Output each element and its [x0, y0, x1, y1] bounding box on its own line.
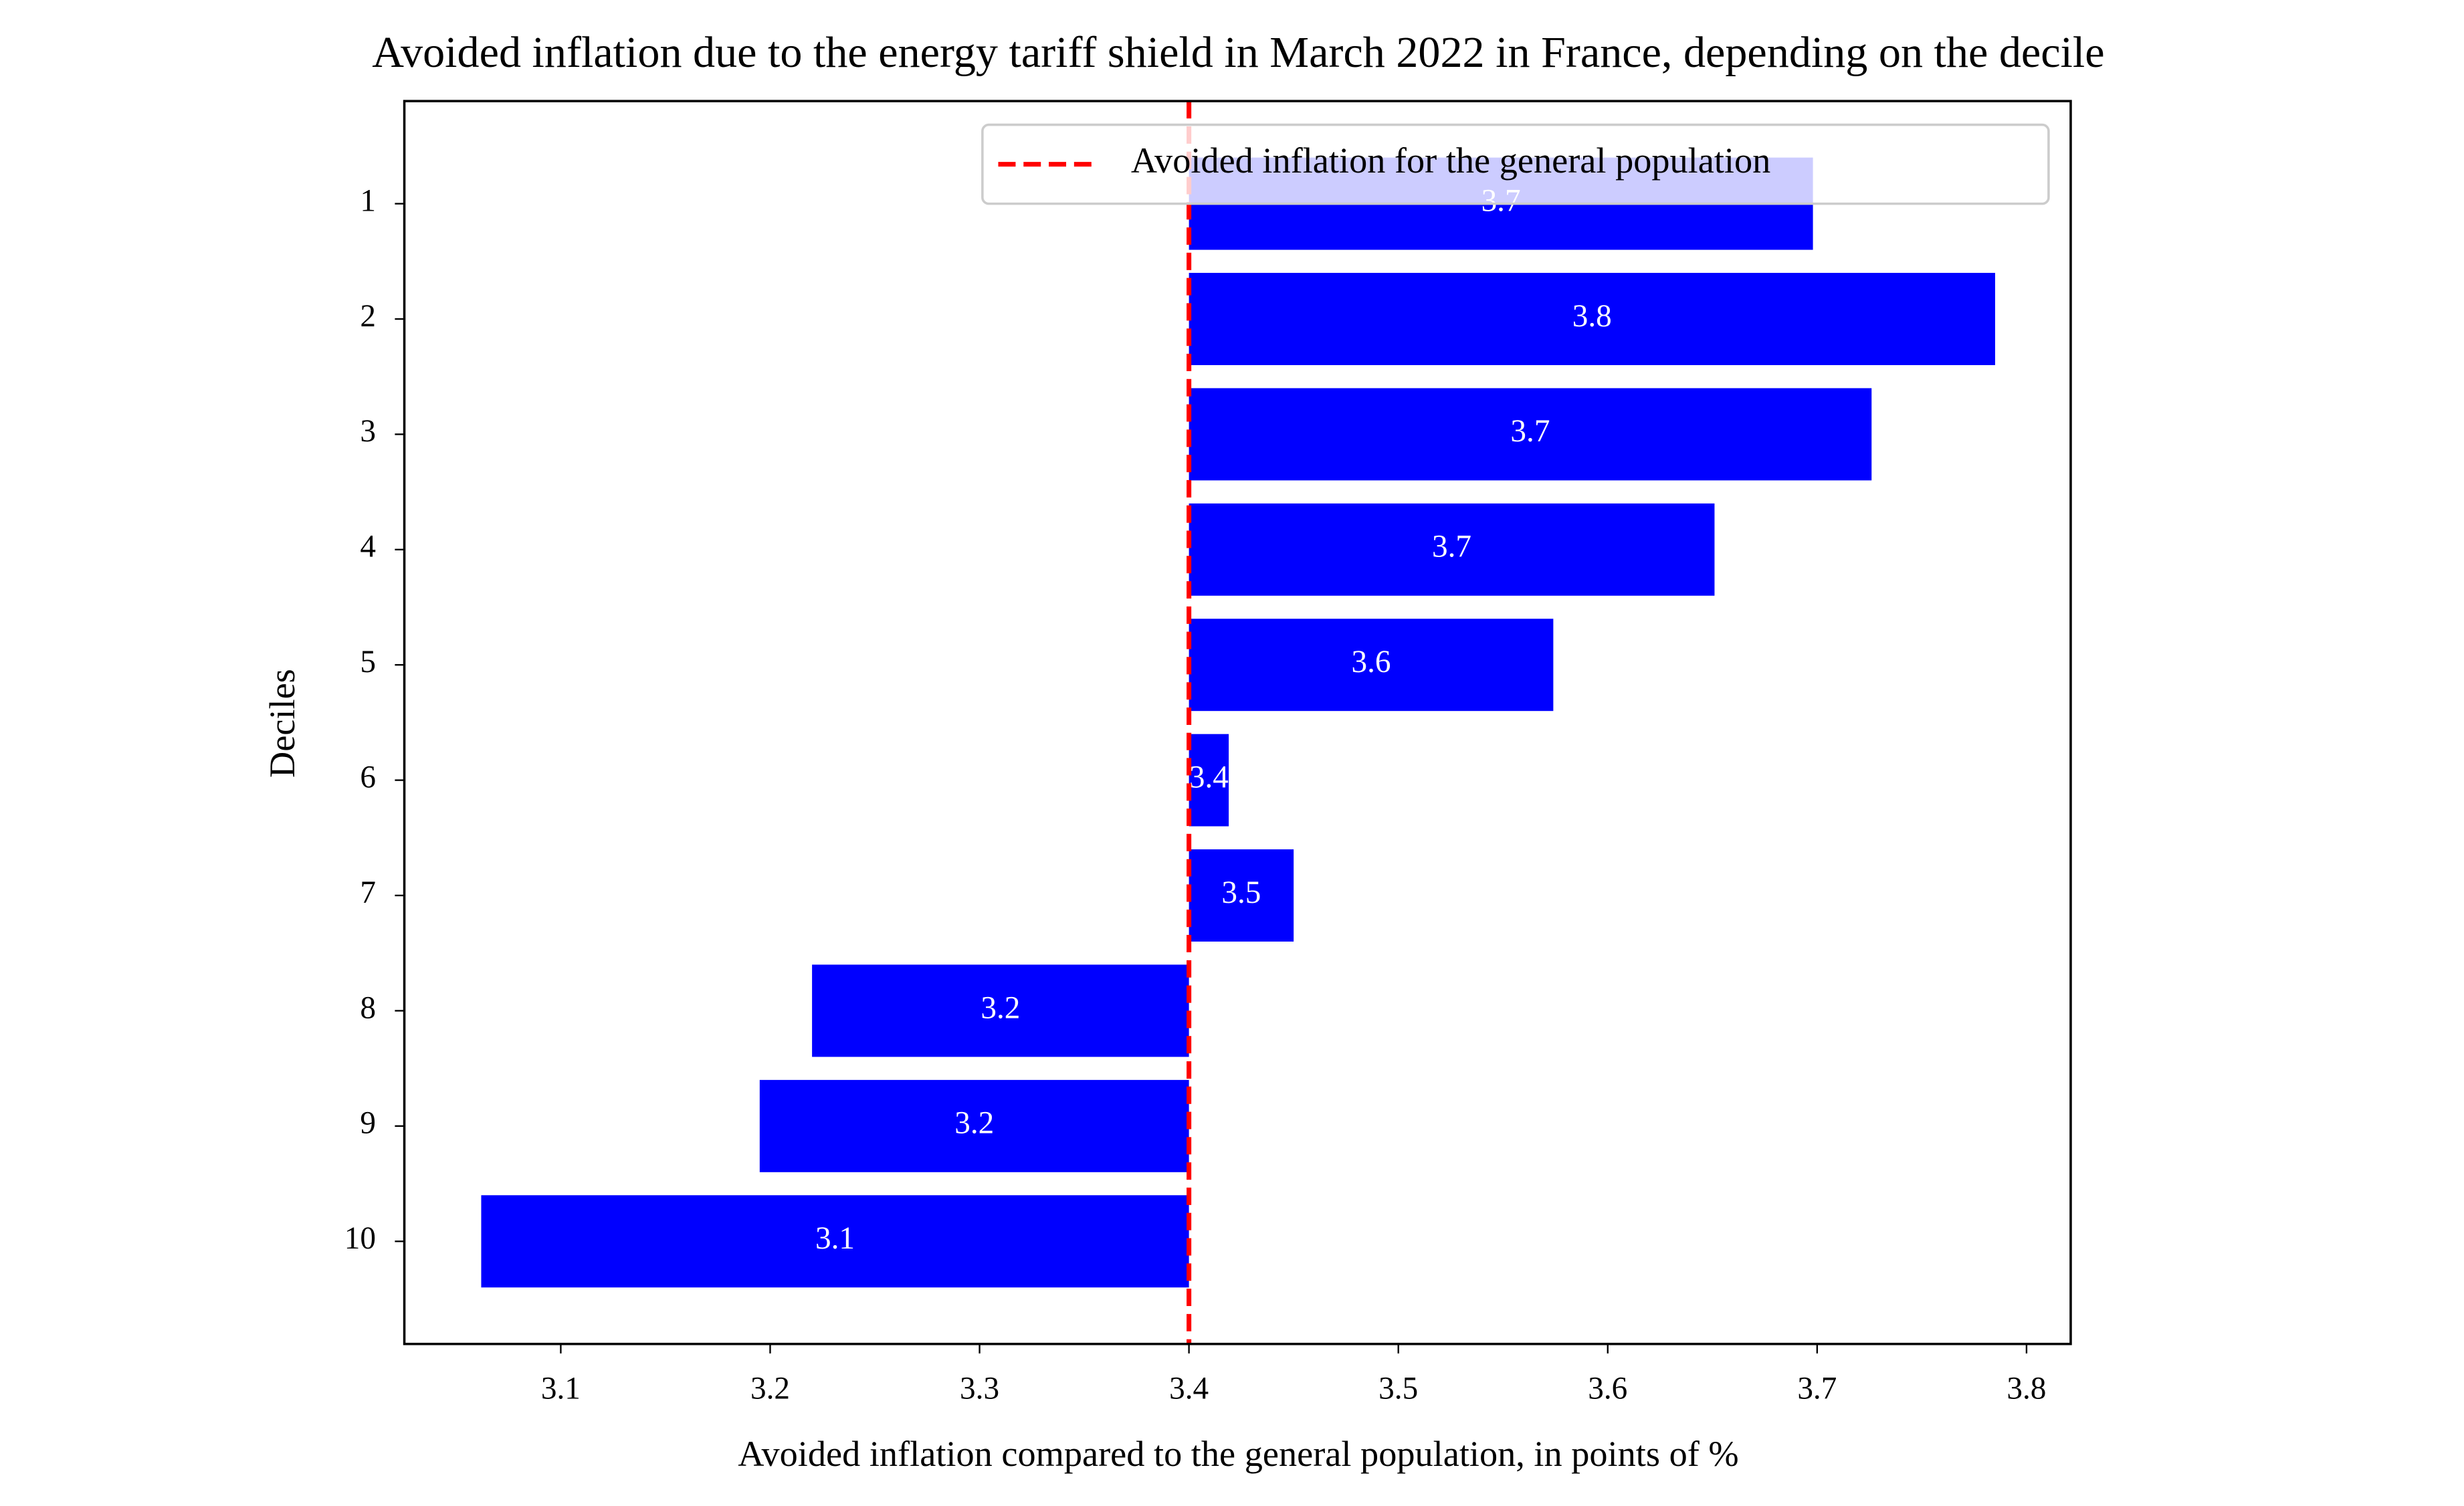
x-tick-label: 3.3	[960, 1371, 999, 1406]
y-tick-label: 6	[360, 760, 376, 794]
bar	[1189, 388, 1872, 481]
x-tick-label: 3.2	[750, 1371, 790, 1406]
y-tick-label: 1	[360, 183, 376, 218]
x-tick-label: 3.1	[541, 1371, 581, 1406]
bar	[1189, 849, 1294, 942]
legend-label: Avoided inflation for the general popula…	[1131, 140, 1770, 181]
y-tick-label: 2	[360, 299, 376, 334]
bar	[812, 964, 1189, 1057]
bar-value-label: 3.7	[1510, 414, 1550, 449]
x-tick-label: 3.7	[1797, 1371, 1837, 1406]
bar	[1189, 734, 1229, 827]
x-axis-label: Avoided inflation compared to the genera…	[738, 1434, 1738, 1474]
bar-value-label: 3.5	[1221, 875, 1261, 910]
y-tick-label: 3	[360, 414, 376, 449]
legend-box	[981, 123, 2050, 205]
bar-value-label: 3.6	[1351, 645, 1391, 679]
plot-frame	[403, 100, 2072, 1346]
y-tick-label: 10	[344, 1221, 376, 1256]
bar	[1189, 273, 1995, 365]
bar-value-label: 3.2	[981, 990, 1020, 1025]
x-tick-label: 3.6	[1588, 1371, 1627, 1406]
bar-value-label: 3.4	[1189, 760, 1229, 794]
bar-value-label: 3.7	[1432, 530, 1471, 564]
bar	[759, 1079, 1189, 1172]
y-tick-label: 4	[360, 530, 376, 564]
bar-value-label: 3.8	[1572, 299, 1612, 334]
bar	[481, 1195, 1189, 1288]
bar	[1189, 503, 1715, 596]
x-tick-label: 3.5	[1378, 1371, 1418, 1406]
bar-value-label: 3.2	[954, 1106, 994, 1141]
x-tick-label: 3.8	[2007, 1371, 2046, 1406]
y-tick-label: 7	[360, 875, 376, 910]
y-tick-label: 5	[360, 645, 376, 679]
y-tick-label: 8	[360, 990, 376, 1025]
bar-value-label: 3.1	[815, 1221, 855, 1256]
chart-title: Avoided inflation due to the energy tari…	[372, 28, 2104, 77]
x-tick-label: 3.4	[1169, 1371, 1209, 1406]
y-tick-label: 9	[360, 1106, 376, 1141]
y-axis-label: Deciles	[262, 669, 302, 778]
bar	[1189, 619, 1554, 712]
